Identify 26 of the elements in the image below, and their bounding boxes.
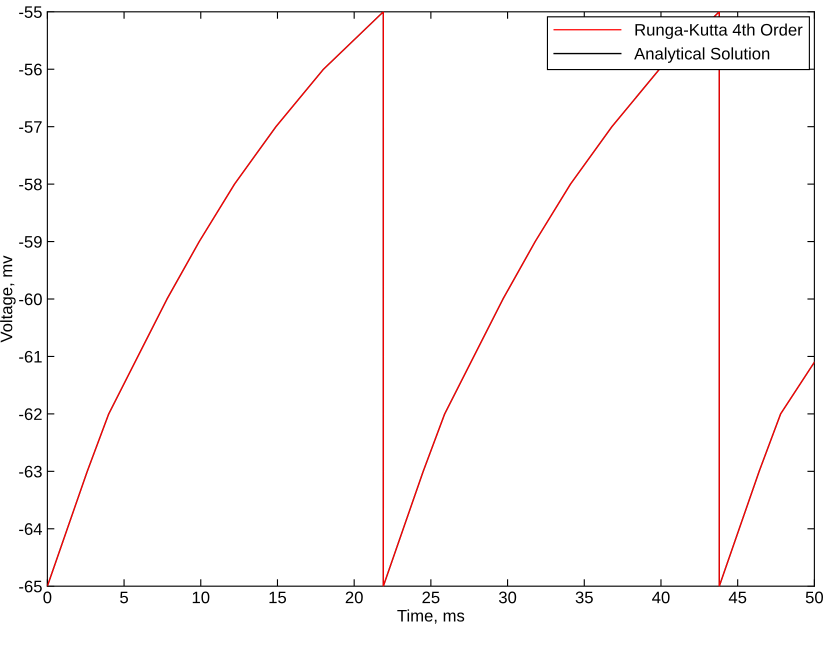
legend-label: Analytical Solution: [634, 47, 770, 63]
y-tick-label: -65: [19, 580, 42, 592]
y-tick-label: -60: [19, 293, 42, 306]
x-tick-label: 5: [120, 592, 128, 604]
y-axis-title: Voltage, mv: [0, 256, 16, 342]
y-tick-label: -59: [19, 236, 42, 248]
legend-label: Runga-Kutta 4th Order: [635, 23, 802, 39]
x-tick-label: 30: [498, 592, 516, 604]
y-tick-label: -61: [19, 350, 42, 363]
y-tick-label: -58: [19, 178, 42, 190]
y-tick-label: -55: [19, 6, 42, 18]
x-tick-label: 10: [192, 592, 210, 604]
y-tick-label: -56: [19, 64, 42, 76]
x-tick-label: 45: [728, 592, 746, 604]
x-tick-label: 35: [576, 592, 593, 604]
y-tick-label: -63: [19, 466, 42, 478]
y-tick-label: -62: [19, 408, 42, 420]
y-tick-label: -64: [19, 523, 42, 535]
x-axis-title: Time, ms: [397, 609, 464, 624]
x-tick-label: 20: [346, 592, 363, 604]
x-tick-label: 40: [652, 592, 670, 604]
x-tick-label: 0: [43, 592, 52, 604]
x-tick-label: 15: [269, 592, 286, 604]
y-tick-label: -57: [19, 121, 42, 133]
x-tick-label: 25: [422, 592, 440, 604]
x-tick-label: 50: [806, 592, 823, 604]
